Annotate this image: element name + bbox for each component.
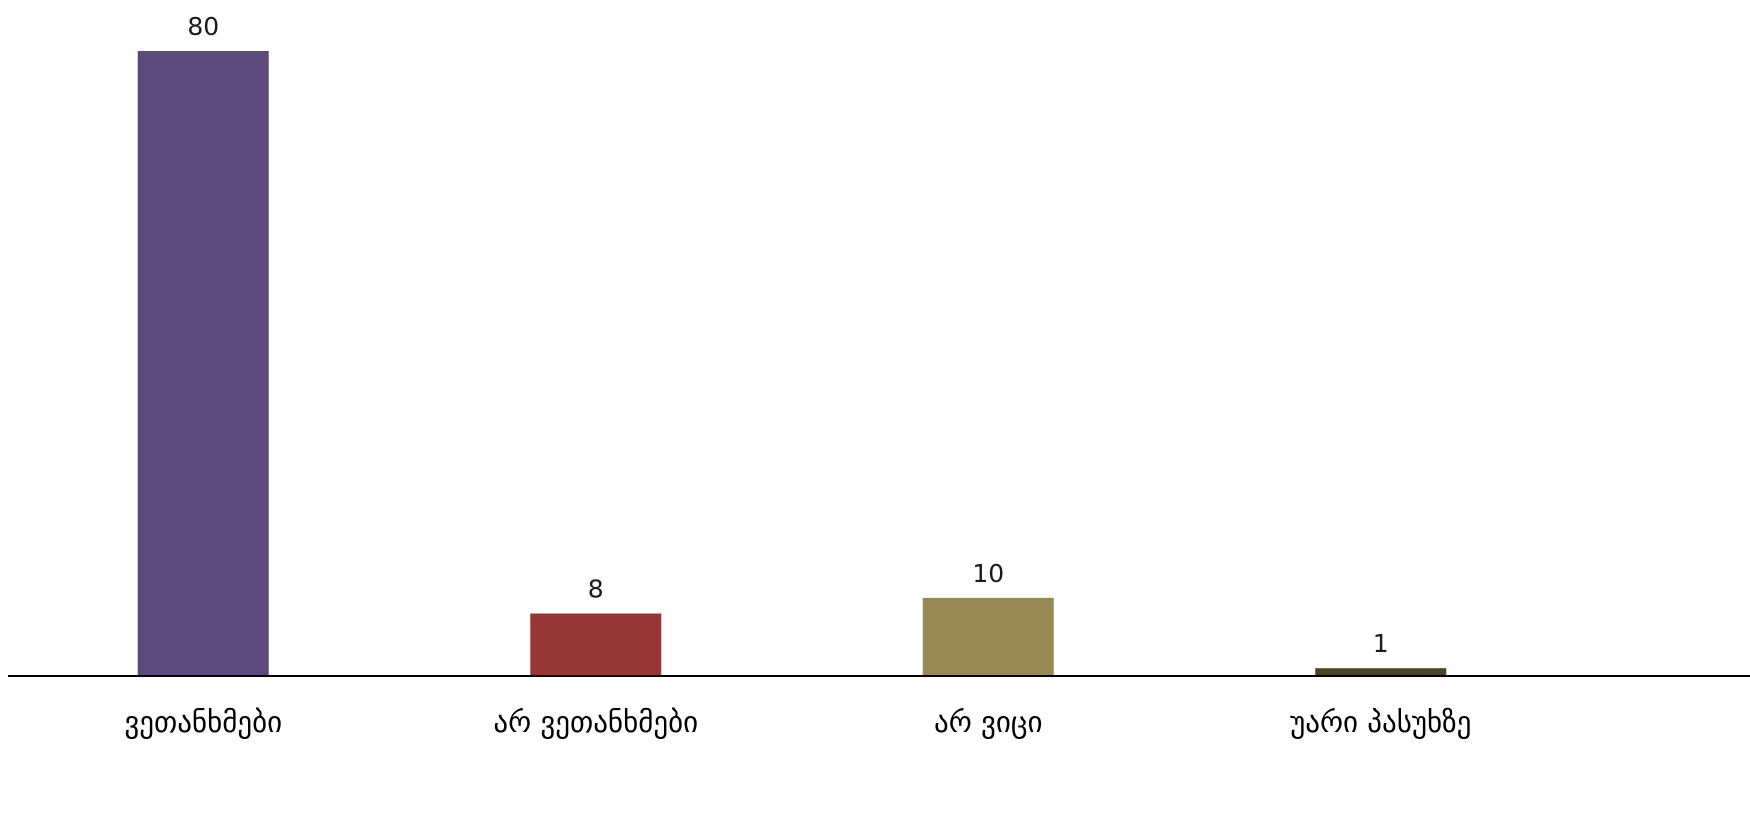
bars-group bbox=[137, 51, 1447, 676]
value-labels-group: 80 8 10 1 bbox=[187, 12, 1388, 658]
bar-2 bbox=[922, 597, 1054, 676]
category-label-0: ვეთანხმები bbox=[124, 705, 282, 739]
bar-3 bbox=[1315, 668, 1447, 676]
bar-1 bbox=[530, 613, 662, 676]
bar-0 bbox=[137, 51, 269, 676]
value-label-0: 80 bbox=[187, 12, 219, 41]
category-label-2: არ ვიცი bbox=[934, 705, 1042, 739]
value-label-3: 1 bbox=[1373, 629, 1389, 658]
category-label-1: არ ვეთანხმები bbox=[493, 705, 698, 739]
value-label-2: 10 bbox=[972, 559, 1004, 588]
value-label-1: 8 bbox=[588, 575, 604, 604]
category-label-3: უარი პასუხზე bbox=[1290, 705, 1471, 739]
category-labels-group: ვეთანხმები არ ვეთანხმები არ ვიცი უარი პასუხ… bbox=[124, 705, 1471, 739]
